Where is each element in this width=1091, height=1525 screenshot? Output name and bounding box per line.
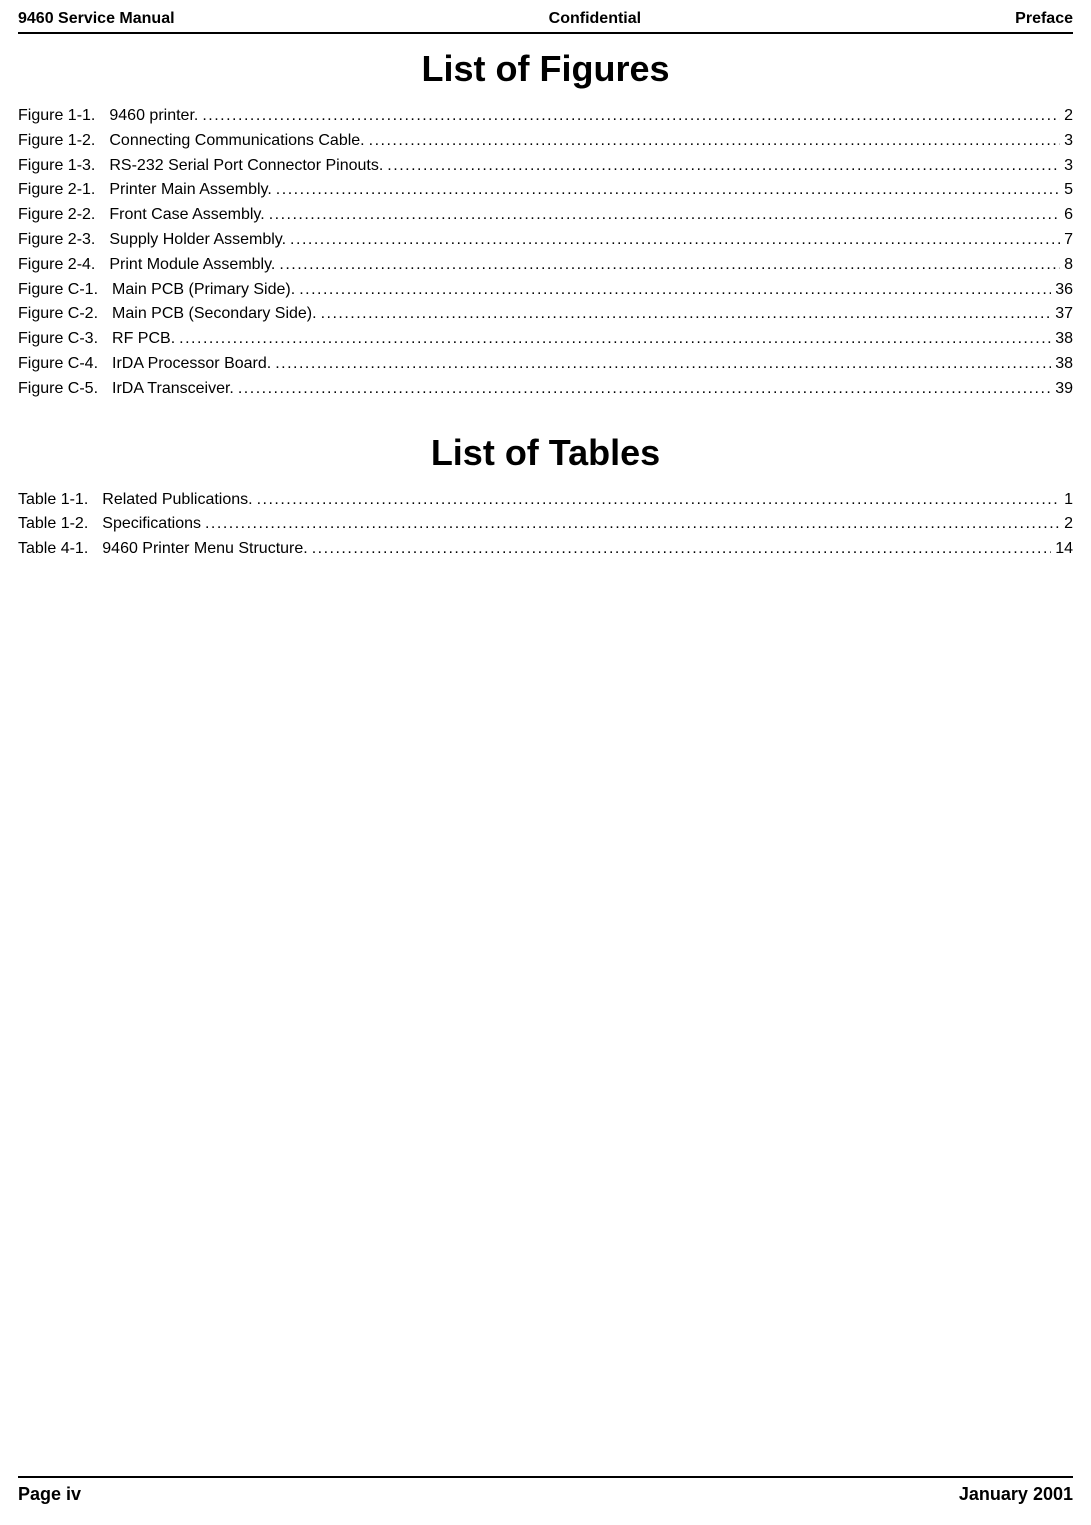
- toc-page-number: 36: [1055, 278, 1073, 303]
- toc-entry: Figure C-1. Main PCB (Primary Side). 36: [18, 278, 1073, 303]
- toc-label: Figure C-3.: [18, 327, 98, 352]
- header-right: Preface: [1015, 10, 1073, 28]
- toc-label: Figure 2-1.: [18, 178, 95, 203]
- toc-leader-dots: [312, 537, 1052, 562]
- toc-page-number: 38: [1055, 327, 1073, 352]
- toc-title: 9460 printer.: [109, 104, 198, 129]
- footer-row: Page iv January 2001: [18, 1484, 1073, 1505]
- toc-title: IrDA Processor Board.: [112, 352, 271, 377]
- toc-entry: Figure C-4. IrDA Processor Board. 38: [18, 352, 1073, 377]
- toc-leader-dots: [299, 278, 1051, 303]
- toc-title: Connecting Communications Cable.: [109, 129, 364, 154]
- toc-leader-dots: [275, 352, 1051, 377]
- toc-page-number: 5: [1064, 178, 1073, 203]
- toc-page-number: 2: [1064, 104, 1073, 129]
- toc-label: Figure 1-2.: [18, 129, 95, 154]
- toc-entry: Figure 2-1. Printer Main Assembly. 5: [18, 178, 1073, 203]
- toc-page-number: 2: [1064, 512, 1073, 537]
- toc-entry: Figure 2-3. Supply Holder Assembly. 7: [18, 228, 1073, 253]
- toc-title: IrDA Transceiver.: [112, 377, 234, 402]
- toc-entry: Figure 1-1. 9460 printer. 2: [18, 104, 1073, 129]
- toc-title: Supply Holder Assembly.: [109, 228, 286, 253]
- toc-leader-dots: [179, 327, 1051, 352]
- toc-title: Main PCB (Primary Side).: [112, 278, 295, 303]
- section-title: List of Figures: [18, 48, 1073, 90]
- toc-leader-dots: [205, 512, 1060, 537]
- header-left: 9460 Service Manual: [18, 10, 175, 28]
- toc-leader-dots: [387, 154, 1060, 179]
- toc-entry: Figure C-5. IrDA Transceiver. 39: [18, 377, 1073, 402]
- toc-page-number: 3: [1064, 129, 1073, 154]
- toc-list: Table 1-1.Related Publications.1Table 1-…: [18, 488, 1073, 562]
- toc-leader-dots: [369, 129, 1060, 154]
- toc-entry: Figure 1-3. RS-232 Serial Port Connector …: [18, 154, 1073, 179]
- toc-list: Figure 1-1. 9460 printer. 2 Figure 1-2. Conn…: [18, 104, 1073, 402]
- toc-entry: Figure C-2. Main PCB (Secondary Side). 37: [18, 302, 1073, 327]
- toc-leader-dots: [276, 178, 1060, 203]
- toc-title: Related Publications.: [102, 488, 252, 513]
- page-footer: Page iv January 2001: [18, 1476, 1073, 1505]
- toc-leader-dots: [269, 203, 1060, 228]
- toc-title: Print Module Assembly.: [109, 253, 275, 278]
- header-center: Confidential: [549, 10, 641, 28]
- toc-page-number: 38: [1055, 352, 1073, 377]
- toc-title: Printer Main Assembly.: [109, 178, 271, 203]
- toc-page-number: 1: [1064, 488, 1073, 513]
- toc-title: Main PCB (Secondary Side).: [112, 302, 317, 327]
- page-header: 9460 Service Manual Confidential Preface: [18, 0, 1073, 34]
- toc-title: Specifications: [102, 512, 201, 537]
- toc-title: RF PCB.: [112, 327, 175, 352]
- footer-right: January 2001: [959, 1484, 1073, 1505]
- toc-label: Figure 2-4.: [18, 253, 95, 278]
- toc-entry: Figure C-3. RF PCB. 38: [18, 327, 1073, 352]
- toc-label: Figure C-4.: [18, 352, 98, 377]
- toc-label: Table 1-1.: [18, 488, 88, 513]
- toc-label: Table 1-2.: [18, 512, 88, 537]
- page-content: List of Figures Figure 1-1. 9460 printer. 2…: [18, 48, 1073, 562]
- footer-left: Page iv: [18, 1484, 81, 1505]
- toc-entry: Figure 1-2. Connecting Communications Cab…: [18, 129, 1073, 154]
- toc-page-number: 7: [1064, 228, 1073, 253]
- toc-entry: Figure 2-4. Print Module Assembly. 8: [18, 253, 1073, 278]
- toc-leader-dots: [238, 377, 1051, 402]
- toc-entry: Table 1-2. Specifications 2: [18, 512, 1073, 537]
- toc-label: Figure 2-3.: [18, 228, 95, 253]
- toc-leader-dots: [279, 253, 1060, 278]
- toc-entry: Table 1-1. Related Publications. 1: [18, 488, 1073, 513]
- toc-page-number: 39: [1055, 377, 1073, 402]
- toc-label: Table 4-1.: [18, 537, 88, 562]
- toc-label: Figure 2-2.: [18, 203, 95, 228]
- toc-label: Figure C-5.: [18, 377, 98, 402]
- toc-label: Figure 1-1.: [18, 104, 95, 129]
- toc-leader-dots: [290, 228, 1060, 253]
- toc-title: Front Case Assembly.: [109, 203, 264, 228]
- toc-page-number: 14: [1055, 537, 1073, 562]
- toc-leader-dots: [257, 488, 1061, 513]
- toc-page-number: 3: [1064, 154, 1073, 179]
- toc-title: RS-232 Serial Port Connector Pinouts.: [109, 154, 383, 179]
- footer-rule: [18, 1476, 1073, 1478]
- toc-page-number: 37: [1055, 302, 1073, 327]
- toc-entry: Table 4-1. 9460 Printer Menu Structure. 14: [18, 537, 1073, 562]
- toc-page-number: 8: [1064, 253, 1073, 278]
- toc-leader-dots: [202, 104, 1060, 129]
- toc-label: Figure 1-3.: [18, 154, 95, 179]
- toc-title: 9460 Printer Menu Structure.: [102, 537, 307, 562]
- toc-entry: Figure 2-2. Front Case Assembly. 6: [18, 203, 1073, 228]
- toc-page-number: 6: [1064, 203, 1073, 228]
- section-title: List of Tables: [18, 432, 1073, 474]
- toc-leader-dots: [321, 302, 1052, 327]
- toc-label: Figure C-1.: [18, 278, 98, 303]
- toc-label: Figure C-2.: [18, 302, 98, 327]
